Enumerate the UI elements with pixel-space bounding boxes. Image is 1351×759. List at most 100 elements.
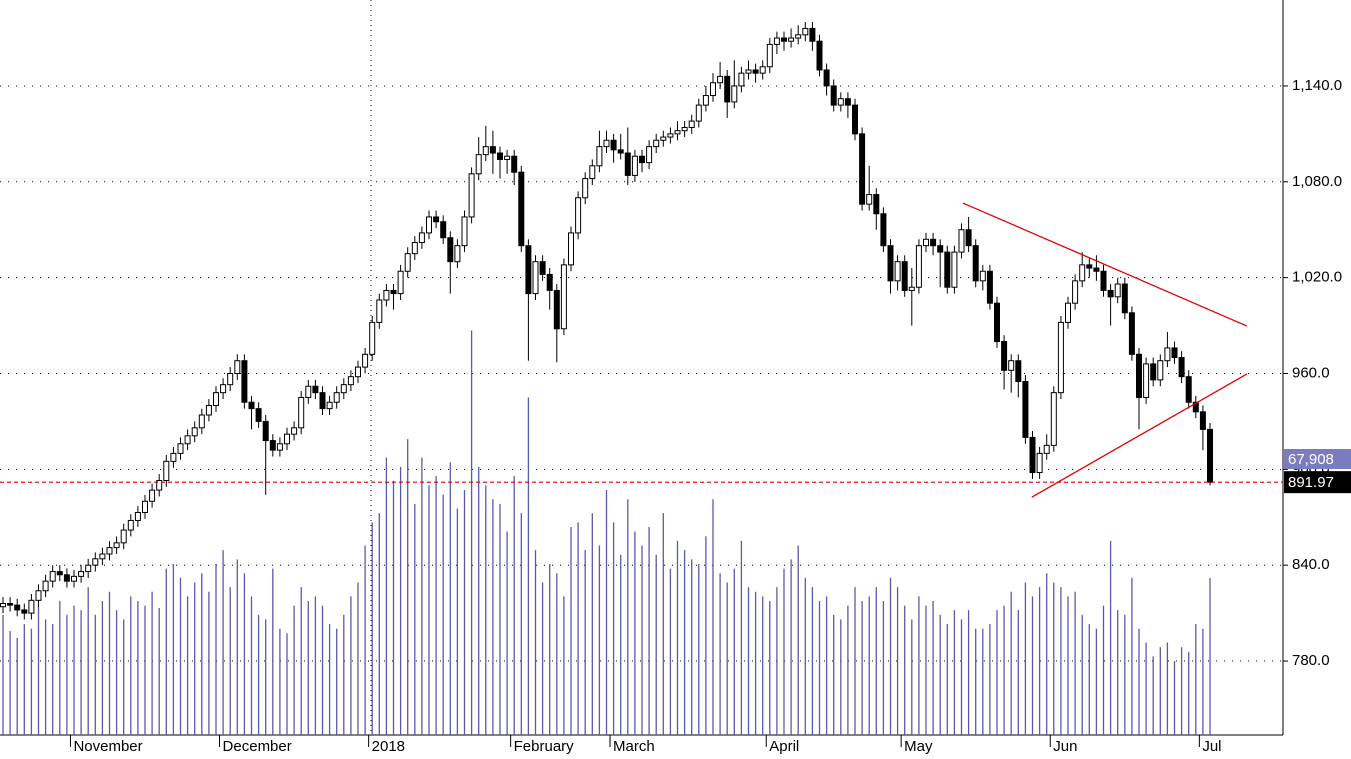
candle-body: [681, 126, 688, 132]
candle-body: [56, 571, 63, 576]
candle-body: [340, 384, 347, 394]
x-tick-label: December: [223, 738, 292, 755]
candle-body: [1043, 444, 1050, 454]
x-tick-label: 2018: [372, 738, 405, 755]
candle-body: [1199, 411, 1206, 430]
x-tick-label: February: [514, 738, 575, 755]
candle-body: [830, 85, 837, 106]
candle-body: [852, 104, 858, 135]
candle-body: [326, 401, 333, 410]
candle-body: [149, 489, 156, 502]
candle-body: [766, 43, 773, 68]
candle-body: [646, 146, 653, 164]
candle-body: [1072, 280, 1079, 304]
candle-body: [369, 321, 376, 355]
candle-body: [710, 82, 716, 97]
candle-body: [227, 372, 234, 386]
x-tick-label: May: [904, 738, 933, 755]
candle-body: [994, 302, 1000, 343]
volume-label-box: [1284, 449, 1351, 469]
candle-body: [1192, 401, 1199, 413]
candle-body: [411, 241, 418, 255]
candle-body: [269, 440, 276, 451]
candle-body: [866, 194, 873, 205]
candle-body: [944, 251, 951, 288]
candle-body: [660, 136, 667, 141]
candle-body: [986, 270, 993, 304]
candle-body: [234, 360, 241, 374]
y-tick-label: 840.0: [1292, 556, 1330, 573]
candle-body: [738, 72, 745, 87]
candle-body: [376, 299, 383, 323]
candle-body: [213, 392, 219, 406]
candle-body: [305, 385, 312, 398]
candle-body: [397, 270, 404, 295]
candle-body: [1136, 353, 1142, 398]
candle-body: [1164, 347, 1171, 362]
candle-body: [1015, 360, 1022, 382]
volume-label: 67,908: [1288, 451, 1334, 468]
candle-body: [134, 511, 141, 521]
candle-body: [717, 75, 724, 84]
candle-body: [816, 40, 823, 71]
candle-body: [1107, 289, 1114, 298]
candle-body: [99, 553, 106, 560]
candle-body: [603, 139, 610, 148]
candle-body: [880, 213, 887, 247]
x-tick-label: April: [769, 738, 799, 755]
candle-body: [724, 75, 731, 103]
candle-body: [447, 237, 454, 263]
candle-body: [568, 232, 574, 266]
candle-body: [809, 27, 816, 42]
candle-body: [383, 289, 390, 301]
candle-body: [475, 154, 482, 175]
candle-body: [284, 433, 290, 445]
candle-body: [887, 245, 894, 282]
candle-body: [404, 253, 411, 272]
candle-body: [347, 376, 354, 386]
y-tick-label: 780.0: [1292, 652, 1330, 669]
candle-body: [1022, 380, 1029, 438]
trendline: [1031, 373, 1248, 498]
candle-body: [923, 238, 929, 247]
candle-body: [773, 37, 780, 45]
candle-body: [163, 460, 170, 482]
candle-body: [532, 261, 539, 295]
candle-body: [546, 273, 553, 291]
candle-body: [511, 155, 518, 173]
candle-body: [937, 245, 944, 253]
candle-body: [1036, 452, 1043, 474]
trendline: [962, 202, 1248, 327]
candle-body: [901, 261, 908, 291]
candle-body: [78, 571, 85, 577]
candle-body: [489, 146, 496, 154]
candle-body: [71, 575, 77, 582]
candle-body: [894, 261, 901, 282]
candle-body: [127, 519, 134, 531]
candle-body: [781, 37, 787, 42]
candle-body: [85, 564, 92, 573]
candle-body: [859, 133, 866, 205]
candle-body: [255, 408, 262, 422]
y-tick-label: 960.0: [1292, 364, 1330, 381]
candle-body: [205, 404, 212, 416]
x-tick-label: March: [613, 738, 655, 755]
candle-body: [915, 245, 922, 288]
candle-body: [291, 427, 298, 435]
candle-body: [631, 155, 638, 176]
candle-body: [1185, 376, 1192, 403]
candle-body: [1008, 360, 1015, 371]
candle-body: [639, 155, 645, 164]
candle-body: [170, 452, 177, 462]
candle-body: [1121, 283, 1128, 314]
candle-body: [610, 139, 617, 151]
candle-body: [575, 197, 582, 234]
candle-body: [674, 130, 681, 135]
candle-body: [1065, 302, 1071, 323]
candle-body: [248, 401, 255, 410]
candle-body: [142, 500, 148, 513]
candle-body: [1093, 267, 1100, 272]
candle-body: [873, 194, 880, 215]
candle-body: [276, 443, 283, 451]
candle-body: [461, 216, 468, 247]
